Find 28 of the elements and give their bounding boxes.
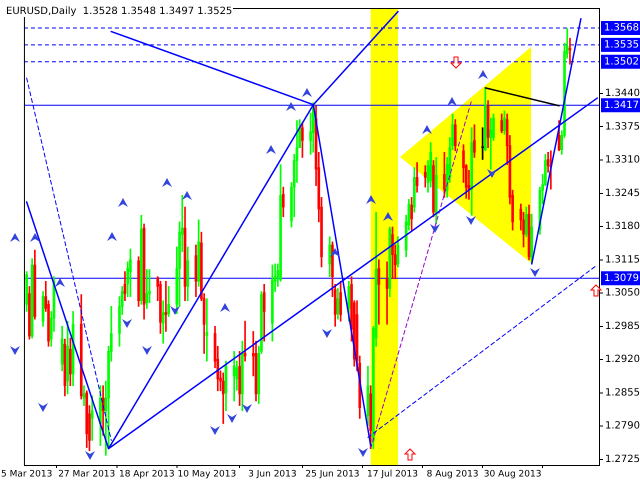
x-tick-label: 17 Jul 2013: [367, 470, 418, 480]
y-tick-label: 1.2855: [605, 387, 640, 398]
ref-line-label: 1.3079: [604, 272, 639, 284]
x-tick-label: 3 Jun 2013: [248, 470, 297, 480]
ref-line-label: 1.3535: [604, 39, 639, 50]
y-tick-label: 1.3375: [605, 121, 640, 132]
y-tick-label: 1.2725: [605, 454, 640, 465]
x-tick-label: 18 Apr 2013: [118, 470, 175, 480]
chart-title: EURUSD,Daily: [6, 6, 76, 17]
ref-line-label: 1.3502: [604, 56, 639, 68]
chart-subtitle: 1.3528 1.3548 1.3497 1.3525: [82, 6, 232, 17]
x-tick-label: 27 Mar 2013: [58, 470, 116, 480]
x-tick-label: 5 Mar 2013: [0, 470, 52, 480]
ref-line-label: 1.3568: [604, 22, 639, 34]
y-tick-label: 1.3245: [605, 188, 640, 199]
y-tick-label: 1.2790: [605, 420, 640, 432]
y-tick-label: 1.3115: [605, 254, 640, 266]
y-tick-label: 1.3440: [605, 88, 640, 100]
x-tick-label: 8 Aug 2013: [426, 470, 479, 480]
x-tick-label: 25 Jun 2013: [305, 470, 360, 480]
y-tick-label: 1.3310: [605, 154, 640, 166]
y-tick-label: 1.3180: [605, 221, 640, 232]
y-tick-label: 1.2920: [605, 354, 640, 366]
ref-line-label: 1.3417: [604, 100, 639, 111]
x-tick-label: 30 Aug 2013: [484, 470, 542, 480]
x-tick-label: 10 May 2013: [178, 470, 236, 480]
y-tick-label: 1.2985: [605, 320, 640, 332]
y-tick-label: 1.3050: [605, 288, 640, 299]
